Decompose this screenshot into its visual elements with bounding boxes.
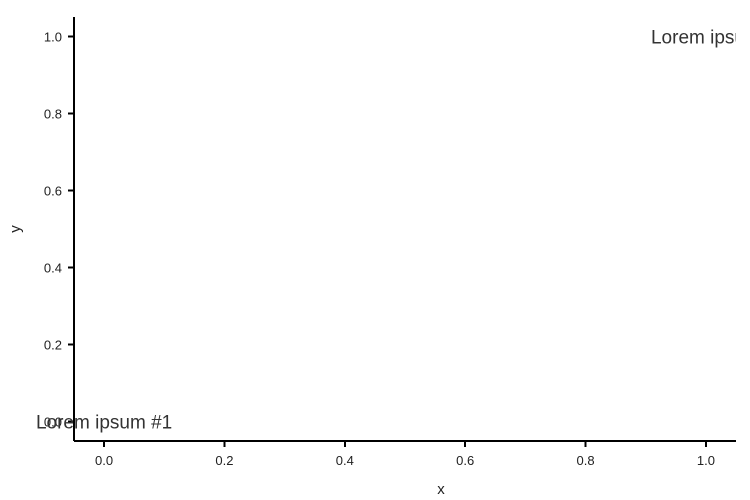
x-tick-label: 0.6 — [456, 453, 474, 468]
y-tick-label: 0.4 — [44, 261, 62, 276]
x-tick-label: 0.2 — [215, 453, 233, 468]
y-tick-label: 0.8 — [44, 106, 62, 121]
y-axis-label: y — [7, 225, 24, 233]
y-tick-label: 0.0 — [44, 415, 62, 430]
x-tick-label: 0.0 — [95, 453, 113, 468]
x-tick-label: 0.8 — [577, 453, 595, 468]
y-tick-label: 0.2 — [44, 338, 62, 353]
x-axis-label: x — [437, 481, 445, 498]
annotation-text: Lorem ipsum — [651, 27, 750, 48]
y-tick-label: 1.0 — [44, 29, 62, 44]
y-tick-label: 0.6 — [44, 183, 62, 198]
annotation-text: Lorem ipsum #1 — [36, 413, 172, 434]
x-axis-ticks: 0.0 0.2 0.4 0.6 0.8 1.0 — [95, 441, 715, 468]
x-tick-label: 0.4 — [336, 453, 354, 468]
x-tick-label: 1.0 — [697, 453, 715, 468]
annotations: Lorem ipsum #1 Lorem ipsum — [36, 27, 750, 434]
y-axis-ticks: 0.0 0.2 0.4 0.6 0.8 1.0 — [44, 29, 74, 430]
